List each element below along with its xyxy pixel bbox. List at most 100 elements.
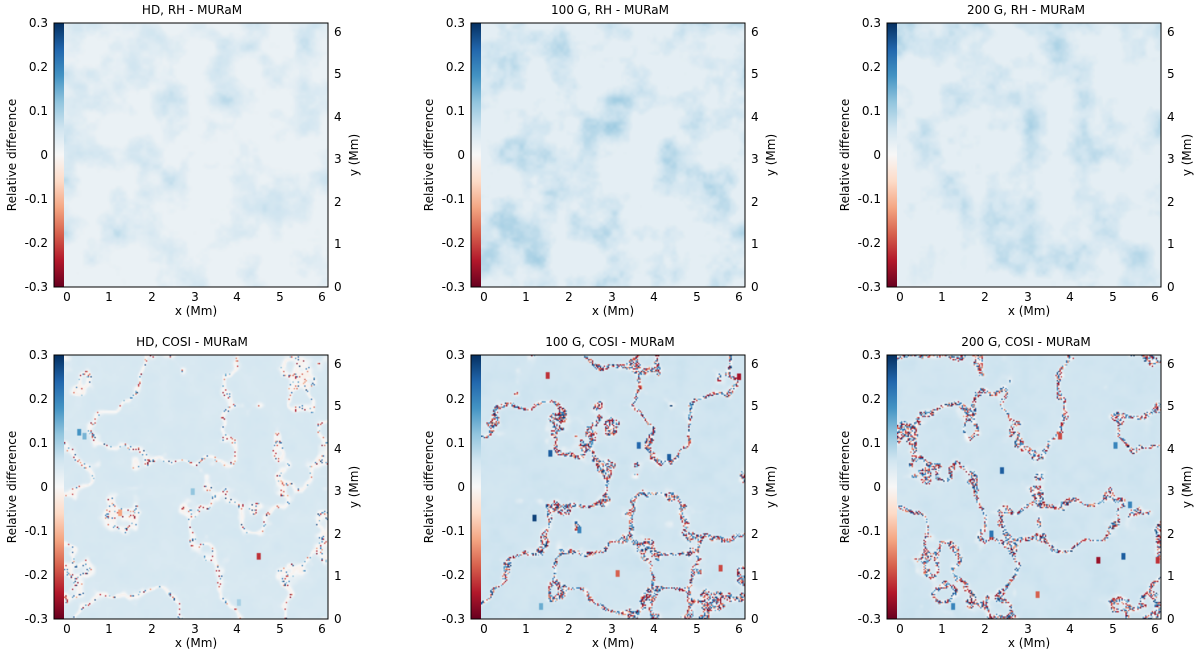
x-axis: 0 1 2 3 4 5 6 x (Mm) (480, 290, 743, 318)
cbar-tick-label: 0 (873, 480, 881, 494)
y-tick-label: 5 (334, 399, 342, 413)
y-tick-label: 5 (334, 67, 342, 81)
axes-frame (53, 22, 329, 288)
axes-frame (470, 22, 746, 288)
x-tick-label: 1 (105, 622, 113, 636)
x-tick-label: 4 (233, 290, 241, 304)
y-tick-label: 1 (1167, 569, 1175, 583)
x-tick-label: 2 (981, 290, 989, 304)
cbar-tick-label: 0 (457, 480, 465, 494)
heatmap-image (64, 23, 328, 287)
x-tick-label: 6 (735, 622, 743, 636)
y-tick-label: 4 (334, 442, 342, 456)
x-tick-label: 4 (233, 622, 241, 636)
y-tick-label: 4 (1167, 110, 1175, 124)
heatmap-image (481, 23, 745, 287)
cbar-tick-label: 0.3 (29, 16, 48, 30)
x-axis: 0 1 2 3 4 5 6 x (Mm) (63, 290, 326, 318)
cbar-tick-label: -0.2 (25, 236, 48, 250)
x-tick-label: 1 (522, 622, 530, 636)
x-axis-label: x (Mm) (592, 304, 634, 318)
y-tick-label: 1 (334, 569, 342, 583)
y-tick-label: 6 (751, 357, 759, 371)
y-tick-label: 1 (751, 237, 759, 251)
x-tick-label: 0 (480, 290, 488, 304)
y-tick-label: 3 (334, 484, 342, 498)
y-tick-label: 0 (751, 612, 759, 626)
x-tick-label: 4 (1066, 290, 1074, 304)
y-tick-label: 0 (334, 280, 342, 294)
colorbar-label: Relative difference (5, 431, 19, 543)
cbar-tick-label: -0.2 (858, 568, 881, 582)
x-tick-label: 2 (565, 622, 573, 636)
y-tick-label: 0 (1167, 280, 1175, 294)
y-tick-label: 5 (1167, 67, 1175, 81)
x-tick-label: 6 (735, 290, 743, 304)
cbar-tick-label: -0.3 (442, 612, 465, 626)
x-tick-label: 2 (981, 622, 989, 636)
colorbar-label: Relative difference (422, 431, 436, 543)
cbar-tick-label: 0 (457, 148, 465, 162)
cbar-tick-label: 0 (40, 148, 48, 162)
x-tick-label: 4 (650, 290, 658, 304)
colorbar (471, 355, 481, 619)
cbar-tick-label: 0.2 (446, 60, 465, 74)
cbar-tick-label: 0.3 (862, 348, 881, 362)
cbar-tick-label: -0.3 (442, 280, 465, 294)
cbar-tick-label: 0 (873, 148, 881, 162)
y-tick-label: 0 (334, 612, 342, 626)
x-tick-label: 0 (63, 622, 71, 636)
cbar-tick-label: -0.2 (858, 236, 881, 250)
panel-title: 200 G, COSI - MURaM (961, 335, 1091, 349)
x-tick-label: 1 (105, 290, 113, 304)
cbar-tick-label: -0.3 (25, 280, 48, 294)
x-tick-label: 3 (608, 290, 616, 304)
cbar-tick-label: 0.2 (29, 392, 48, 406)
y-tick-label: 6 (751, 25, 759, 39)
x-tick-label: 5 (1109, 622, 1117, 636)
cbar-tick-label: -0.2 (442, 568, 465, 582)
colorbar-ticks: 0.3 0.2 0.1 0 -0.1 -0.2 -0.3 (25, 348, 48, 626)
x-tick-label: 6 (318, 290, 326, 304)
cbar-tick-label: 0.3 (446, 16, 465, 30)
y-tick-label: 6 (334, 25, 342, 39)
colorbar-label: Relative difference (838, 99, 852, 211)
cbar-tick-label: -0.3 (858, 612, 881, 626)
y-tick-label: 1 (751, 569, 759, 583)
x-axis-label: x (Mm) (175, 304, 217, 318)
heatmap-image (897, 23, 1161, 287)
x-tick-label: 6 (1151, 622, 1159, 636)
y-tick-label: 2 (1167, 527, 1175, 541)
x-axis-label: x (Mm) (592, 636, 634, 650)
cbar-tick-label: -0.1 (25, 192, 48, 206)
colorbar-ticks: 0.3 0.2 0.1 0 -0.1 -0.2 -0.3 (858, 16, 881, 294)
cbar-tick-label: -0.3 (858, 280, 881, 294)
x-axis-label: x (Mm) (1008, 304, 1050, 318)
y-axis: 0 1 2 3 4 5 6 y (Mm) (1167, 25, 1194, 294)
panel-100g-rh: 100 G, RH - MURaM 0.3 0.2 0.1 0 -0.1 -0.… (422, 3, 778, 318)
x-tick-label: 0 (63, 290, 71, 304)
cbar-tick-label: 0.3 (29, 348, 48, 362)
y-tick-label: 4 (751, 110, 759, 124)
colorbar-ticks: 0.3 0.2 0.1 0 -0.1 -0.2 -0.3 (25, 16, 48, 294)
y-tick-label: 5 (1167, 399, 1175, 413)
panel-title: 100 G, COSI - MURaM (545, 335, 675, 349)
cbar-tick-label: 0 (40, 480, 48, 494)
x-axis: 0 1 2 3 4 5 6 x (Mm) (480, 622, 743, 650)
panel-title: 200 G, RH - MURaM (967, 3, 1085, 17)
y-tick-label: 2 (751, 195, 759, 209)
y-tick-label: 3 (1167, 484, 1175, 498)
colorbar (54, 23, 64, 287)
panel-hd-cosi: HD, COSI - MURaM 0.3 0.2 0.1 0 -0.1 -0.2… (5, 335, 361, 650)
cbar-tick-label: 0.2 (862, 392, 881, 406)
y-axis: 0 1 2 3 4 5 6 y (Mm) (1167, 357, 1194, 626)
y-tick-label: 0 (1167, 612, 1175, 626)
heatmap-image (481, 355, 745, 619)
x-tick-label: 2 (148, 622, 156, 636)
panel-100g-cosi: 100 G, COSI - MURaM 0.3 0.2 0.1 0 -0.1 -… (422, 335, 778, 650)
colorbar-ticks: 0.3 0.2 0.1 0 -0.1 -0.2 -0.3 (442, 348, 465, 626)
x-tick-label: 5 (693, 290, 701, 304)
cbar-tick-label: 0.1 (29, 104, 48, 118)
y-axis-label: y (Mm) (347, 466, 361, 508)
